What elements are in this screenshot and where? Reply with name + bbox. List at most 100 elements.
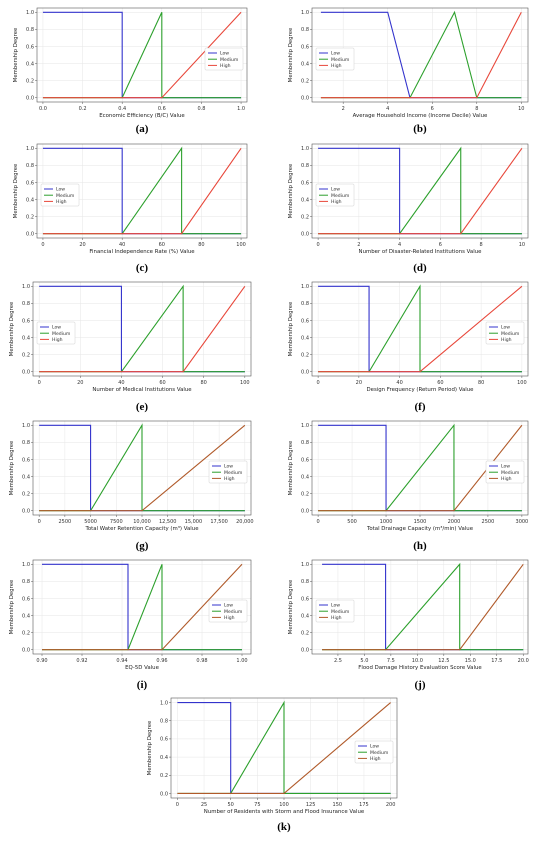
y-axis-label: Membership Degree (288, 27, 294, 82)
x-tick-label: 60 (159, 380, 165, 386)
x-tick-label: 500 (347, 519, 357, 525)
y-tick-label: 1.0 (301, 10, 309, 16)
plot-frame (32, 281, 252, 377)
plot-frame (311, 7, 529, 103)
x-axis-label: Financial Independence Rate (%) Value (89, 249, 195, 255)
y-tick-label: 0.8 (26, 163, 34, 169)
y-tick-label: 0.0 (301, 96, 309, 102)
x-tick-label: 17,500 (210, 519, 228, 525)
x-tick-label: 100 (240, 380, 250, 386)
x-tick-label: 10,000 (133, 519, 151, 525)
x-tick-label: 0 (41, 242, 44, 248)
x-axis-label: EQ-5D Value (125, 665, 160, 671)
x-tick-label: 8 (480, 242, 483, 248)
panel-label: (a) (136, 123, 149, 135)
x-tick-label: 2 (342, 106, 345, 112)
panel-label: (h) (413, 540, 427, 552)
legend-label: High (331, 63, 342, 69)
x-tick-label: 3000 (516, 519, 529, 525)
x-tick-label: 6 (431, 106, 434, 112)
y-tick-label: 0.6 (26, 44, 34, 50)
x-tick-label: 75 (254, 802, 260, 808)
legend-label: Medium (331, 193, 350, 199)
x-tick-label: 125 (306, 802, 316, 808)
series-line-high (39, 424, 246, 512)
y-tick-label: 0.0 (301, 648, 309, 654)
chart-panel: 2 4 6 8 10 0.0 0.2 0.4 0.6 0.8 1.0 Average Househol… (288, 7, 529, 135)
x-tick-label: 4 (386, 106, 389, 112)
x-axis-label: Design Frequency (Return Period) Value (366, 387, 474, 393)
x-tick-label: 20 (77, 380, 83, 386)
y-tick-label: 0.2 (26, 78, 34, 84)
legend-label: High (56, 199, 67, 205)
y-tick-label: 0.0 (160, 791, 168, 797)
y-tick-label: 0.2 (160, 773, 168, 779)
y-tick-label: 0.4 (22, 613, 30, 619)
chart-panel: 0 20 40 60 80 100 0.0 0.2 0.4 0.6 0.8 1.0 Design Fre… (288, 281, 529, 413)
x-axis-label: Economic Efficiency (B/C) Value (99, 113, 185, 119)
y-tick-label: 0.4 (301, 61, 309, 67)
plot-frame (311, 143, 529, 239)
legend-label: Low (331, 51, 340, 57)
y-axis-label: Membership Degree (9, 301, 15, 356)
series-line-high (318, 147, 523, 235)
x-tick-label: 60 (159, 242, 165, 248)
y-tick-label: 0.2 (301, 214, 309, 220)
x-axis-label: Total Drainage Capacity (m³/min) Value (366, 525, 474, 532)
legend-label: Low (501, 464, 510, 470)
x-tick-label: 2500 (482, 519, 495, 525)
x-tick-label: 80 (201, 380, 207, 386)
panel-label: (d) (413, 262, 427, 274)
legend-label: High (331, 199, 342, 205)
legend-label: High (220, 63, 231, 69)
y-tick-label: 0.6 (301, 44, 309, 50)
panel-label: (i) (137, 679, 148, 691)
y-tick-label: 0.6 (26, 180, 34, 186)
series-line-high (318, 424, 523, 512)
y-tick-label: 0.4 (22, 335, 30, 341)
series-line-high (42, 147, 242, 235)
x-tick-label: 20.0 (518, 658, 529, 664)
chart-panel: 0.0 0.2 0.4 0.6 0.8 1.0 0.0 0.2 0.4 0.6 0.8 1.0 Econ… (13, 7, 248, 135)
legend-label: Low (331, 187, 340, 193)
x-tick-label: 20 (79, 242, 85, 248)
x-tick-label: 50 (228, 802, 234, 808)
x-tick-label: 25 (201, 802, 207, 808)
x-tick-label: 10 (519, 242, 525, 248)
y-tick-label: 1.0 (301, 423, 309, 429)
x-tick-label: 0.2 (79, 106, 87, 112)
panel-label: (j) (415, 679, 426, 691)
y-tick-label: 1.0 (26, 10, 34, 16)
x-tick-label: 150 (333, 802, 343, 808)
series-line-high (42, 563, 243, 651)
y-tick-label: 0.0 (26, 96, 34, 102)
y-tick-label: 0.2 (22, 491, 30, 497)
series-line-high (177, 702, 391, 795)
y-tick-label: 0.2 (301, 78, 309, 84)
y-tick-label: 0.0 (26, 232, 34, 238)
y-tick-label: 0.2 (301, 491, 309, 497)
y-tick-label: 0.6 (22, 457, 30, 463)
panel-label: (k) (277, 821, 291, 833)
panel-label: (g) (136, 540, 149, 552)
y-tick-label: 0.4 (301, 613, 309, 619)
y-axis-label: Membership Degree (288, 163, 294, 218)
legend-label: Low (224, 603, 233, 609)
plot-frame (311, 559, 529, 655)
legend-label: Low (220, 51, 229, 57)
y-tick-label: 0.8 (301, 301, 309, 307)
legend-label: Medium (501, 470, 520, 476)
y-tick-label: 0.6 (301, 596, 309, 602)
series-line-high (320, 12, 522, 99)
y-tick-label: 0.8 (301, 163, 309, 169)
legend-label: Medium (224, 609, 243, 615)
plot-frame (311, 281, 529, 377)
legend-label: Medium (224, 470, 243, 476)
x-tick-label: 0.4 (118, 106, 126, 112)
x-tick-label: 0.6 (158, 106, 166, 112)
x-tick-label: 4 (398, 242, 401, 248)
x-tick-label: 0 (176, 802, 179, 808)
y-tick-label: 0.0 (22, 648, 30, 654)
x-tick-label: 7500 (110, 519, 123, 525)
x-tick-label: 10.0 (412, 658, 423, 664)
